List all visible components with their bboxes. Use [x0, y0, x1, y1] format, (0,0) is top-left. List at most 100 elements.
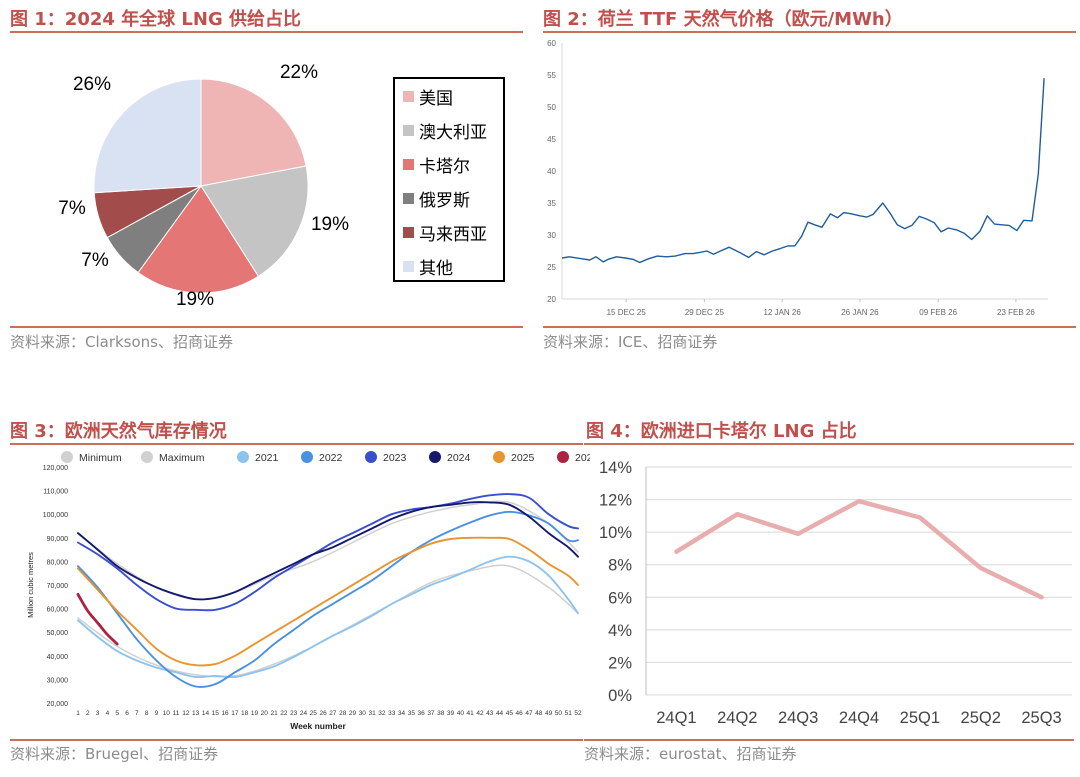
x-tick-label-34: 34	[398, 710, 406, 717]
y-tick-label-35: 35	[547, 199, 556, 208]
x-tick-label-11: 11	[173, 710, 180, 717]
x-tick-label-09-feb-26: 09 FEB 26	[919, 308, 957, 317]
series-line-ttf	[561, 78, 1045, 264]
x-tick-label-24q2: 24Q2	[717, 709, 757, 727]
y-tick-label-12: 12%	[599, 492, 632, 510]
legend-marker-maximum	[141, 451, 153, 463]
x-tick-label-42: 42	[476, 710, 484, 717]
fig3-source: 资料来源：Bruegel、招商证券	[10, 745, 219, 763]
x-axis-title: Week number	[290, 721, 346, 731]
fig1-title: 图 1：2024 年全球 LNG 供给占比	[10, 9, 301, 30]
y-tick-label-40000: 40,000	[47, 654, 69, 661]
legend-swatch	[403, 158, 414, 170]
x-tick-label-25: 25	[310, 710, 318, 717]
x-tick-label-12-jan-26: 12 JAN 26	[763, 308, 801, 317]
pie-label-5: 7%	[58, 198, 86, 219]
pie-slice-2	[200, 165, 309, 278]
legend-item-2: 澳大利亚	[403, 118, 487, 143]
legend-label: 俄罗斯	[419, 190, 470, 211]
legend-label-minimum: Minimum	[79, 452, 122, 464]
x-tick-label-24: 24	[300, 710, 308, 717]
x-tick-label-38: 38	[437, 710, 445, 717]
y-tick-label-80000: 80,000	[47, 559, 69, 566]
y-axis-title: Million cubic metres	[26, 552, 35, 618]
series-line-2024	[77, 501, 579, 601]
x-tick-label-41: 41	[467, 710, 475, 717]
y-tick-label-110000: 110,000	[43, 489, 68, 496]
y-tick-label-20: 20	[547, 295, 556, 304]
pie-label-6: 26%	[73, 74, 111, 95]
legend-marker-2026	[557, 451, 569, 463]
y-tick-label-55: 55	[547, 71, 556, 80]
y-tick-label-45: 45	[547, 135, 556, 144]
legend-marker-minimum	[61, 451, 73, 463]
x-tick-label-12: 12	[182, 710, 190, 717]
legend-marker-2024	[429, 451, 441, 463]
x-tick-label-27: 27	[329, 710, 337, 717]
fig3-bottom-rule	[10, 739, 583, 741]
x-tick-label-24q1: 24Q1	[656, 709, 696, 727]
x-tick-label-51: 51	[565, 710, 573, 717]
fig3-line-chart: MinimumMaximum20212022202320242025202620…	[26, 451, 590, 731]
legend-item-1: 美国	[403, 84, 453, 109]
y-tick-label-10: 10%	[599, 524, 632, 542]
x-tick-label-22: 22	[280, 710, 288, 717]
x-tick-label-24q3: 24Q3	[778, 709, 818, 727]
series-line-maximum	[77, 500, 579, 601]
series-line-2021	[77, 555, 579, 679]
fig1-source: 资料来源：Clarksons、招商证券	[10, 333, 234, 351]
y-tick-label-0: 0%	[608, 687, 632, 705]
x-tick-label-7: 7	[135, 710, 139, 717]
fig1-legend: 美国 澳大利亚 卡塔尔 俄罗斯 马来西亚 其他	[393, 77, 505, 282]
fig2-title-rule	[543, 31, 1076, 33]
x-tick-label-20: 20	[261, 710, 269, 717]
x-tick-label-13: 13	[192, 710, 200, 717]
y-tick-label-8: 8%	[608, 557, 632, 575]
x-tick-label-15-dec-25: 15 DEC 25	[607, 308, 647, 317]
legend-marker-2025	[493, 451, 505, 463]
legend-label: 卡塔尔	[419, 156, 470, 177]
y-tick-label-90000: 90,000	[47, 536, 69, 543]
pie-label-2: 19%	[311, 214, 349, 235]
y-tick-label-50000: 50,000	[47, 630, 69, 637]
x-tick-label-43: 43	[486, 710, 494, 717]
x-tick-label-45: 45	[506, 710, 514, 717]
legend-label-2024: 2024	[447, 452, 471, 464]
x-tick-label-48: 48	[535, 710, 543, 717]
x-tick-label-46: 46	[516, 710, 524, 717]
x-tick-label-19: 19	[251, 710, 259, 717]
legend-item-4: 俄罗斯	[403, 186, 470, 211]
legend-marker-2022	[301, 451, 313, 463]
y-tick-label-40: 40	[547, 167, 556, 176]
fig4-bottom-rule	[584, 739, 1074, 741]
legend-label-2023: 2023	[383, 452, 407, 464]
fig4-line-chart: 0% 2% 4% 6% 8% 10% 12% 14% 24Q1 24Q2 24Q3 24Q4 25Q1 2…	[599, 459, 1072, 727]
fig2-source: 资料来源：ICE、招商证券	[543, 333, 718, 351]
pie-label-1: 22%	[280, 62, 318, 83]
x-tick-label-5: 5	[115, 710, 119, 717]
fig1-pie-chart: 22% 19% 19% 7% 7% 26%	[58, 62, 349, 310]
x-tick-label-23-feb-26: 23 FEB 26	[997, 308, 1035, 317]
y-tick-label-14: 14%	[599, 459, 632, 477]
fig2-bottom-rule	[543, 326, 1076, 328]
legend-item-6: 其他	[403, 254, 453, 279]
x-tick-label-18: 18	[241, 710, 249, 717]
y-tick-label-120000: 120,000	[43, 465, 68, 472]
legend-label-2022: 2022	[319, 452, 343, 464]
x-tick-label-25q2: 25Q2	[961, 709, 1001, 727]
legend-swatch	[403, 90, 414, 102]
x-tick-label-4: 4	[106, 710, 110, 717]
pie-slice-6	[93, 78, 202, 194]
y-tick-label-60000: 60,000	[47, 607, 69, 614]
fig4-source: 资料来源：eurostat、招商证券	[584, 745, 797, 763]
fig1-title-rule	[10, 31, 523, 33]
x-tick-label-25q1: 25Q1	[900, 709, 940, 727]
fig1-bottom-rule	[10, 326, 523, 328]
legend-label-2021: 2021	[255, 452, 279, 464]
x-tick-label-2: 2	[86, 710, 90, 717]
y-tick-label-6: 6%	[608, 589, 632, 607]
x-tick-label-21: 21	[270, 710, 278, 717]
x-tick-label-50: 50	[555, 710, 563, 717]
x-tick-label-47: 47	[525, 710, 533, 717]
pie-label-3: 19%	[176, 289, 214, 310]
